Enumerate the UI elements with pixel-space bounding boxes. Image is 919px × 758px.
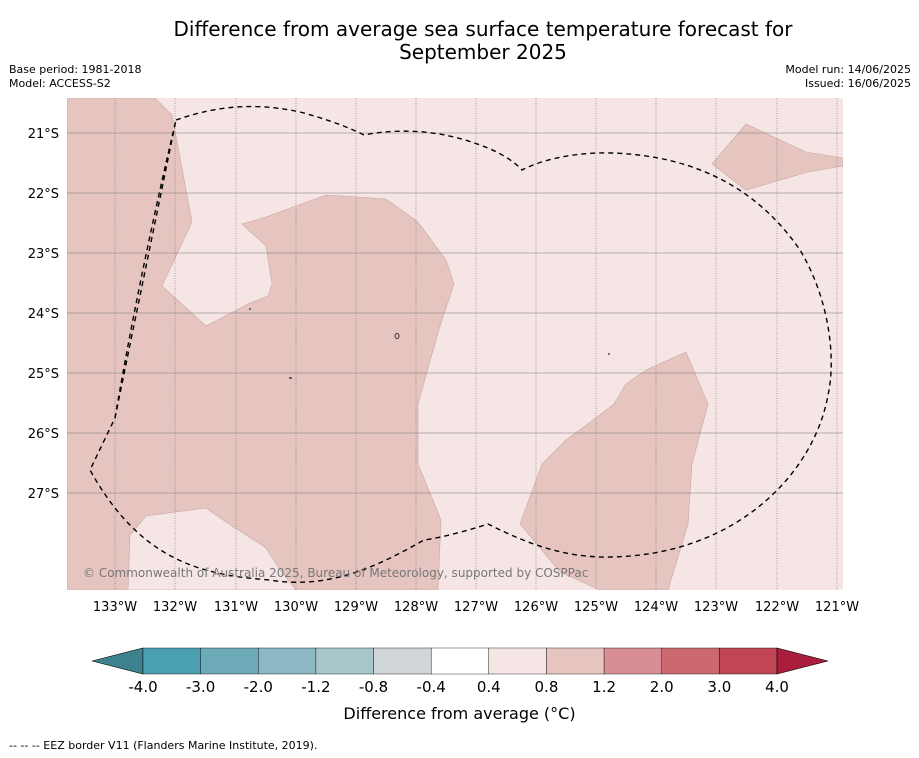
colorbar-tick-label: 4.0	[765, 678, 789, 696]
metadata-left: Base period: 1981-2018 Model: ACCESS-S2	[9, 63, 141, 91]
model-run-label: Model run: 14/06/2025	[785, 63, 911, 76]
colorbar-segment	[200, 647, 259, 675]
colorbar-title: Difference from average (°C)	[343, 704, 576, 723]
lon-label: 131°W	[214, 600, 258, 615]
lon-label: 126°W	[514, 600, 558, 615]
lon-label: 124°W	[634, 600, 678, 615]
eez-border	[89, 105, 832, 583]
lat-label: 25°S	[28, 367, 59, 382]
colorbar-tick-label: 0.8	[535, 678, 559, 696]
colorbar-tick-label: -3.0	[186, 678, 215, 696]
anomaly-region-east	[519, 351, 709, 590]
metadata-right: Model run: 14/06/2025 Issued: 16/06/2025	[785, 63, 911, 91]
map-title: Difference from average sea surface temp…	[120, 18, 846, 64]
colorbar-segment	[430, 647, 490, 675]
island-mark	[394, 333, 400, 339]
colorbar-segment	[315, 647, 374, 675]
title-line-1: Difference from average sea surface temp…	[173, 17, 793, 41]
colorbar-under-arrow	[91, 647, 144, 675]
colorbar-segment	[546, 647, 605, 675]
colorbar-segment	[661, 647, 720, 675]
lat-label: 21°S	[28, 127, 59, 142]
colorbar-segment	[719, 647, 778, 675]
lon-label: 129°W	[334, 600, 378, 615]
grid-lines	[114, 98, 838, 590]
lat-label: 22°S	[28, 187, 59, 202]
model-label: Model: ACCESS-S2	[9, 77, 111, 90]
anomaly-region-northeast	[711, 123, 843, 191]
eez-footnote: -- -- -- EEZ border V11 (Flanders Marine…	[9, 739, 318, 752]
colorbar-segment	[258, 647, 317, 675]
lat-label: 23°S	[28, 247, 59, 262]
colorbar-segment	[488, 647, 547, 675]
colorbar-segment	[142, 647, 201, 675]
issued-label: Issued: 16/06/2025	[804, 77, 911, 90]
lon-label: 133°W	[93, 600, 137, 615]
colorbar-tick-label: 2.0	[650, 678, 674, 696]
copyright-notice: © Commonwealth of Australia 2025, Bureau…	[83, 566, 588, 580]
anomaly-region-west	[67, 98, 455, 590]
lon-label: 128°W	[394, 600, 438, 615]
lon-label: 122°W	[755, 600, 799, 615]
lat-label: 24°S	[28, 307, 59, 322]
colorbar-tick-label: -4.0	[128, 678, 157, 696]
lat-label: 26°S	[28, 427, 59, 442]
colorbar-over-arrow	[776, 647, 829, 675]
colorbar-tick-label: -0.4	[417, 678, 446, 696]
anomaly-regions	[67, 98, 843, 590]
colorbar-tick-label: -2.0	[244, 678, 273, 696]
lon-label: 127°W	[454, 600, 498, 615]
colorbar-tick-label: 0.4	[477, 678, 501, 696]
lon-label: 123°W	[694, 600, 738, 615]
colorbar-segment	[373, 647, 432, 675]
title-line-2: September 2025	[399, 40, 567, 64]
colorbar-segment	[603, 647, 662, 675]
lon-label: 121°W	[815, 600, 859, 615]
lon-label: 125°W	[574, 600, 618, 615]
base-period-label: Base period: 1981-2018	[9, 63, 142, 76]
colorbar-tick-label: 1.2	[592, 678, 616, 696]
colorbar-tick-label: -0.8	[359, 678, 388, 696]
colorbar-tick-label: -1.2	[301, 678, 330, 696]
colorbar	[91, 647, 829, 675]
lon-label: 130°W	[274, 600, 318, 615]
lon-label: 132°W	[153, 600, 197, 615]
lat-label: 27°S	[28, 487, 59, 502]
colorbar-tick-label: 3.0	[707, 678, 731, 696]
anomaly-region-southwest-light	[127, 507, 297, 590]
